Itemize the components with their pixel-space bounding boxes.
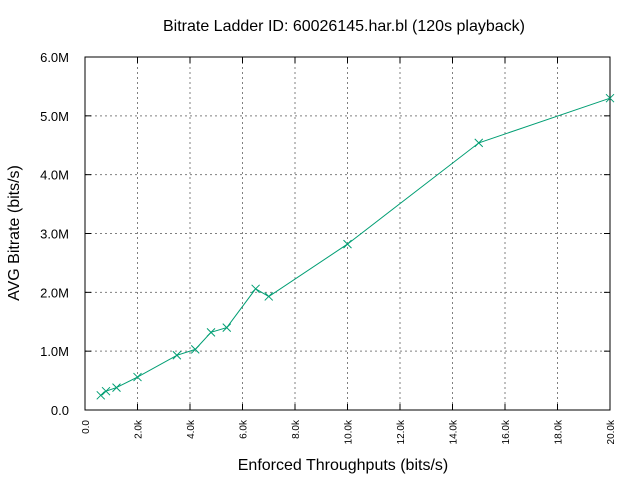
y-axis-label: AVG Bitrate (bits/s) [6, 165, 23, 301]
x-tick-label: 6.0k [239, 419, 250, 439]
y-tick-label: 4.0M [40, 168, 69, 183]
data-point-marker [343, 239, 352, 249]
x-tick-label: 2.0k [134, 419, 145, 439]
x-tick-label: 12.0k [396, 419, 407, 444]
data-point-marker [190, 345, 200, 354]
x-tick-label: 16.0k [501, 419, 512, 444]
data-point-marker [264, 292, 274, 301]
series [96, 93, 615, 400]
y-tick-label: 0.0 [51, 403, 69, 418]
x-tick-label: 0.0 [81, 420, 92, 434]
y-tick-label: 1.0M [40, 344, 69, 359]
chart-title: Bitrate Ladder ID: 60026145.har.bl (120s… [163, 18, 525, 35]
data-point-marker [172, 350, 182, 360]
data-point-marker [96, 390, 106, 400]
x-tick-label: 8.0k [291, 419, 302, 439]
x-tick-label: 4.0k [186, 419, 197, 439]
x-axis-label: Enforced Throughputs (bits/s) [238, 457, 448, 474]
data-point-marker [112, 383, 121, 392]
grid [85, 57, 610, 410]
x-tick-label: 20.0k [606, 419, 617, 444]
data-point-marker [101, 386, 111, 396]
data-point-marker [474, 138, 484, 148]
x-tick-label: 14.0k [449, 419, 460, 444]
x-tick-label: 10.0k [344, 419, 355, 444]
x-tick-label: 18.0k [554, 419, 565, 444]
data-point-marker [605, 93, 615, 103]
y-tick-label: 5.0M [40, 109, 69, 124]
y-tick-label: 2.0M [40, 285, 69, 300]
data-point-marker [206, 327, 216, 337]
axis-ticks: 0.0 1.0M 2.0M 3.0M 4.0M 5.0M 6.0M 0.0 2.0k 4.0k 6.… [40, 50, 617, 444]
y-tick-label: 6.0M [40, 50, 69, 65]
data-point-marker [251, 284, 260, 294]
data-point-marker [133, 372, 142, 382]
y-tick-label: 3.0M [40, 227, 69, 242]
data-point-marker [222, 323, 232, 332]
